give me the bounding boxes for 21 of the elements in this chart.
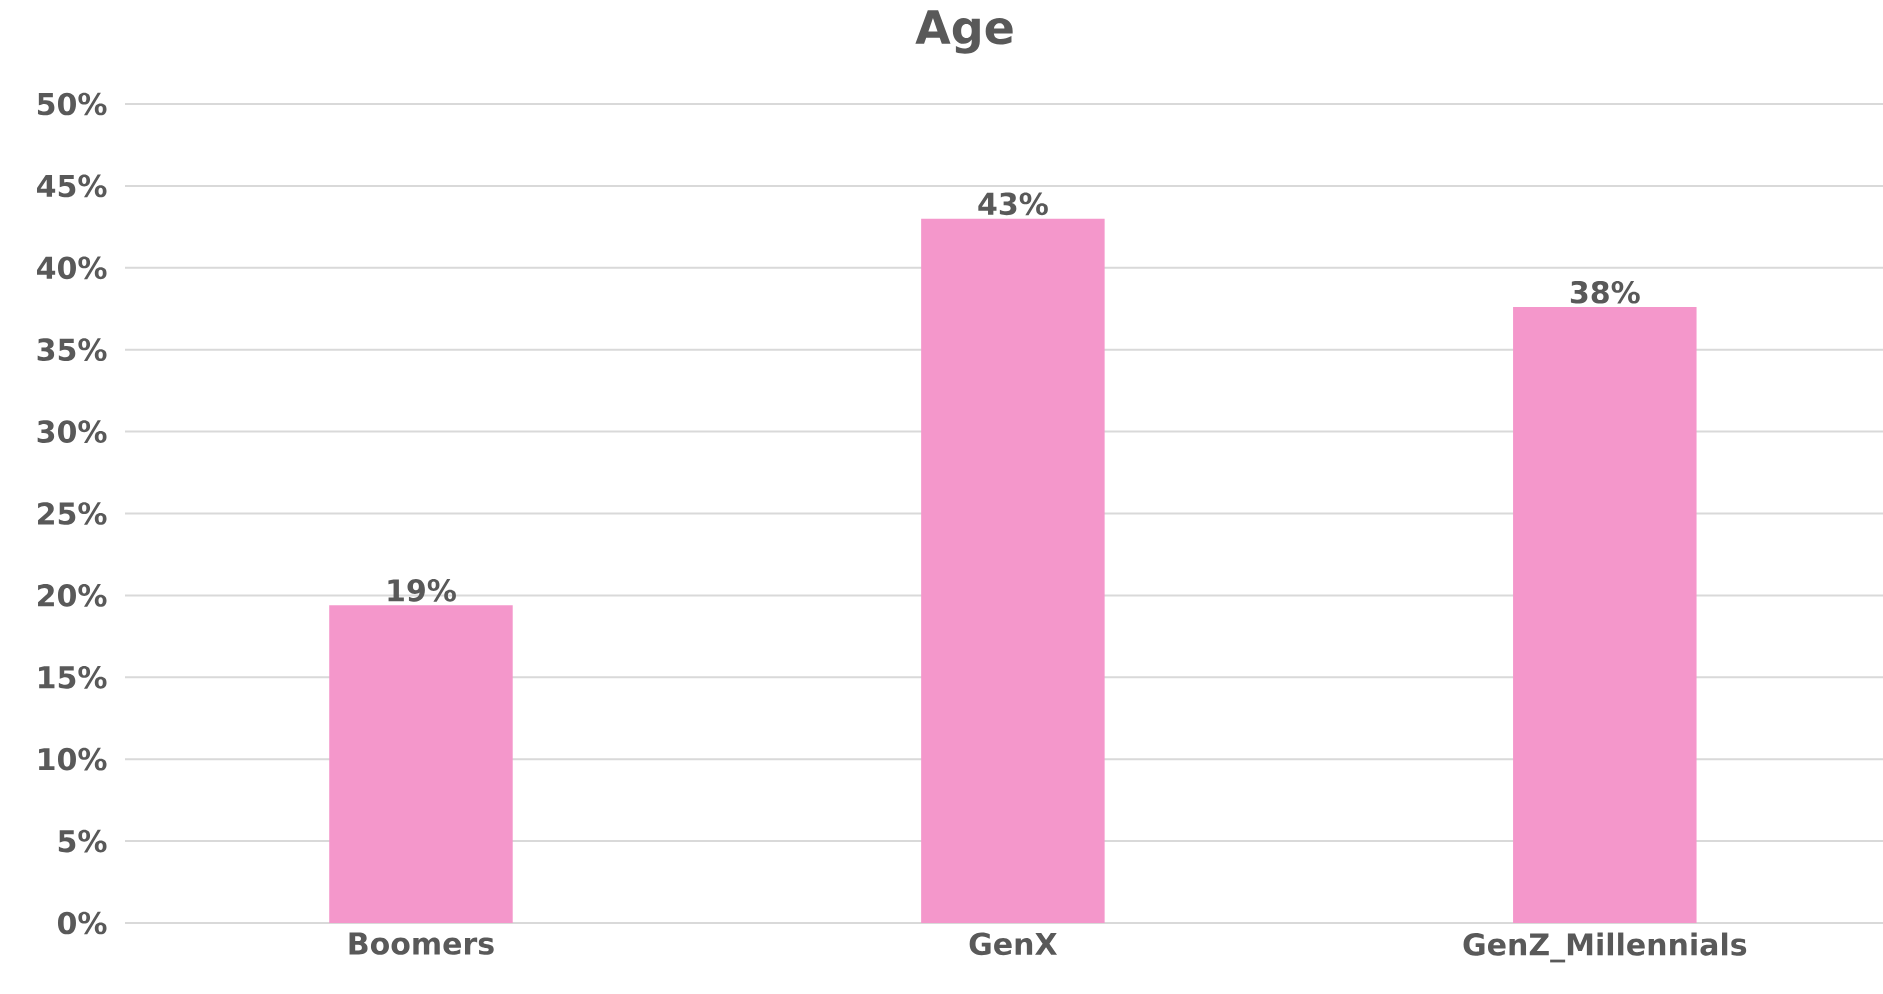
y-tick-label: 35%: [37, 338, 107, 362]
y-tick-label: 25%: [38, 502, 107, 525]
y-tick-label: 10%: [39, 747, 107, 771]
y-tick-label: 0%: [57, 911, 107, 935]
bar: [921, 218, 1105, 923]
y-tick-label: 15%: [39, 665, 107, 689]
y-tick-label: 40%: [37, 256, 107, 280]
x-tick-label: GenZ_Millennials: [1463, 932, 1747, 963]
y-tick-label: 50%: [37, 92, 107, 116]
data-label: 38%: [1570, 280, 1640, 304]
chart-title: Age: [915, 10, 1013, 54]
data-label: 19%: [388, 579, 456, 602]
data-label: 43%: [978, 192, 1048, 216]
bar: [1513, 307, 1697, 923]
y-tick-label: 30%: [37, 420, 107, 443]
x-tick-label: Boomers: [349, 932, 494, 955]
y-tick-label: 45%: [37, 174, 107, 198]
bar: [329, 605, 513, 923]
y-tick-label: 20%: [38, 584, 107, 607]
y-tick-label: 5%: [58, 829, 107, 853]
x-tick-label: GenX: [969, 932, 1058, 956]
